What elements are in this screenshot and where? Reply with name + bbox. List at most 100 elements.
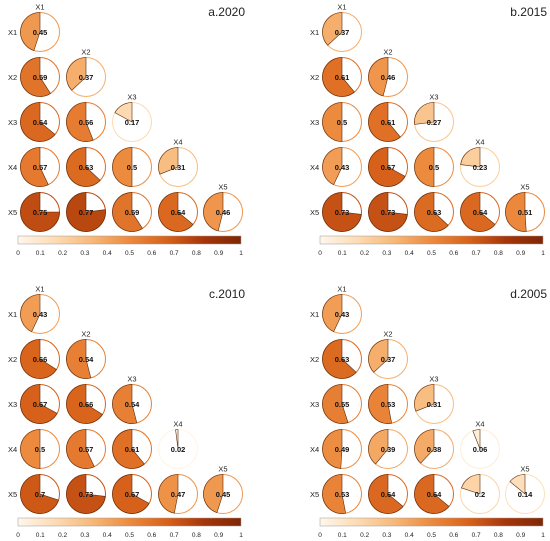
pie-wedge	[20, 339, 57, 379]
pie-wedge	[112, 147, 133, 187]
pie-wedge	[66, 474, 106, 514]
value-label: 0.54	[79, 355, 94, 364]
pie-wedge	[322, 102, 343, 142]
colorbar-tick-label: 0.2	[360, 250, 369, 257]
pie-wedge	[112, 192, 143, 232]
row-label: X5	[8, 208, 17, 217]
pie-wedge	[66, 384, 103, 424]
pie-wedge	[322, 474, 347, 514]
pie-wedge	[158, 192, 194, 232]
value-label: 0.43	[335, 310, 350, 319]
value-label: 0.63	[335, 355, 350, 364]
pie-wedge	[322, 294, 343, 333]
value-label: 0.55	[335, 400, 350, 409]
pie-wedge	[20, 57, 51, 97]
value-label: 0.57	[79, 445, 94, 454]
value-label: 0.61	[335, 73, 350, 82]
pie-wedge	[66, 147, 101, 187]
row-label: X2	[310, 355, 319, 364]
colorbar-tick-label: 0	[318, 532, 322, 539]
value-label: 0.77	[79, 208, 94, 217]
row-label: X4	[310, 163, 319, 172]
column-label: X5	[520, 183, 529, 192]
colorbar-tick-label: 0.9	[214, 532, 223, 539]
colorbar-tick-label: 0.4	[103, 250, 112, 257]
pie-wedge	[20, 429, 41, 469]
pie-wedge	[414, 102, 435, 125]
colorbar-tick-label: 0.8	[192, 250, 201, 257]
row-label: X2	[8, 355, 17, 364]
column-label: X4	[173, 138, 182, 147]
colorbar-tick-label: 0.9	[214, 250, 223, 257]
pie-wedge	[414, 384, 435, 412]
pie-wedge	[20, 294, 41, 333]
row-label: X3	[8, 118, 17, 127]
column-label: X2	[383, 330, 392, 339]
value-label: 0.53	[381, 400, 396, 409]
row-label: X4	[310, 445, 319, 454]
colorbar-tick-label: 1	[239, 532, 243, 539]
pie-wedge	[368, 57, 389, 97]
pie-wedge	[66, 192, 106, 232]
pie-wedge	[414, 474, 450, 514]
colorbar-tick-label: 0.3	[80, 532, 89, 539]
value-label: 0.27	[427, 118, 442, 127]
colorbar-tick-label: 0.6	[147, 250, 156, 257]
pie-wedge	[112, 384, 138, 424]
column-label: X4	[475, 138, 484, 147]
pie-wedge	[66, 429, 95, 469]
row-label: X4	[8, 445, 17, 454]
value-label: 0.37	[381, 355, 396, 364]
colorbar-tick-label: 1	[541, 250, 545, 257]
pie-wedge	[20, 102, 56, 142]
panel-title: d.2005	[510, 287, 547, 301]
column-label: X2	[81, 330, 90, 339]
value-label: 0.64	[381, 490, 396, 499]
colorbar-tick-label: 0.6	[147, 532, 156, 539]
row-label: X5	[310, 490, 319, 499]
value-label: 0.37	[79, 73, 94, 82]
pie-wedge	[368, 474, 404, 514]
row-label: X3	[310, 400, 319, 409]
panel-d.2005: d.2005 X1 X2 X3 X4 X5 X1 0.43 0.63 X2 0.37 0.55 0.53…	[310, 285, 547, 540]
value-label: 0.5	[35, 445, 45, 454]
value-label: 0.23	[473, 163, 488, 172]
value-label: 0.64	[33, 118, 48, 127]
pie-wedge	[461, 474, 481, 495]
column-label: X2	[81, 48, 90, 57]
column-label: X5	[218, 465, 227, 474]
colorbar-tick-label: 0.7	[472, 532, 481, 539]
value-label: 0.64	[427, 490, 442, 499]
value-label: 0.46	[216, 208, 231, 217]
value-label: 0.53	[335, 490, 350, 499]
colorbar-tick-label: 0.9	[516, 250, 525, 257]
pie-wedge	[203, 474, 224, 513]
value-label: 0.63	[79, 163, 94, 172]
colorbar-tick-label: 0.4	[405, 532, 414, 539]
pie-wedge	[414, 429, 435, 464]
row-label: X5	[8, 490, 17, 499]
column-label: X3	[127, 375, 136, 384]
value-label: 0.73	[381, 208, 396, 217]
column-label: X1	[337, 3, 346, 12]
colorbar	[17, 517, 242, 527]
colorbar-tick-label: 0.5	[427, 250, 436, 257]
value-label: 0.73	[335, 208, 350, 217]
column-label: X3	[429, 375, 438, 384]
pie-wedge	[20, 474, 59, 514]
value-label: 0.67	[33, 400, 48, 409]
value-label: 0.54	[125, 400, 140, 409]
pie-wedge	[368, 147, 406, 187]
value-label: 0.64	[473, 208, 488, 217]
colorbar-tick-label: 0.7	[170, 250, 179, 257]
pie-wedge	[20, 12, 41, 51]
colorbar-tick-label: 0.3	[80, 250, 89, 257]
colorbar-tick-label: 0.3	[382, 532, 391, 539]
value-label: 0.49	[335, 445, 350, 454]
colorbar-tick-label: 0.1	[36, 250, 45, 257]
pie-wedge	[460, 147, 481, 168]
colorbar-tick-label: 0	[16, 532, 20, 539]
value-label: 0.64	[171, 208, 186, 217]
colorbar-tick-label: 1	[541, 532, 545, 539]
